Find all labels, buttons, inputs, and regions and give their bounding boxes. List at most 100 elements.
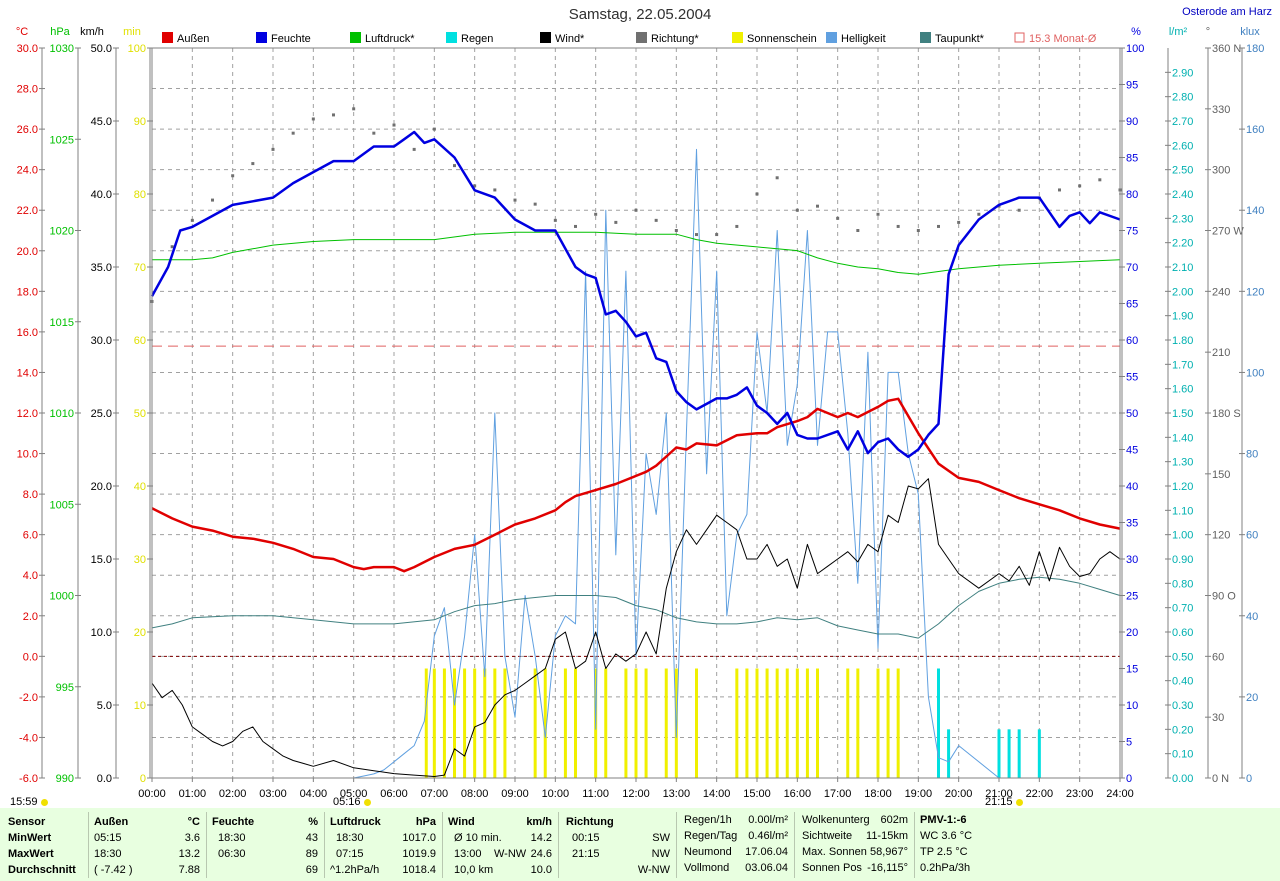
legend-item-15-3-monat-: 15.3 Monat-Ø bbox=[1014, 32, 1097, 45]
legend-label: Regen bbox=[461, 33, 493, 45]
axis-label-rain: 1.70 bbox=[1172, 359, 1193, 371]
legend-item-luftdruck: Luftdruck* bbox=[350, 32, 415, 45]
unit-label-light: klux bbox=[1240, 26, 1260, 38]
axis-label-pressure: 1025 bbox=[50, 134, 74, 146]
legend-item-feuchte: Feuchte bbox=[256, 32, 311, 45]
point-richtung bbox=[473, 184, 477, 188]
axis-label-rain: 0.80 bbox=[1172, 578, 1193, 590]
legend-swatch bbox=[732, 32, 743, 43]
x-tick-label: 15:00 bbox=[743, 788, 771, 800]
point-richtung bbox=[412, 147, 416, 151]
point-richtung bbox=[493, 188, 497, 192]
sichtweite-value: 11-15km bbox=[866, 830, 908, 842]
axis-label-temp: 10.0 bbox=[17, 449, 38, 461]
bar-regen bbox=[1007, 729, 1011, 778]
stats-row-min: MinWert bbox=[8, 832, 52, 844]
axis-label-temp: 28.0 bbox=[17, 84, 38, 96]
point-richtung bbox=[695, 233, 698, 237]
axis-label-wind: 25.0 bbox=[91, 408, 112, 420]
legend-label: 15.3 Monat-Ø bbox=[1029, 33, 1097, 45]
aussen-max-value: 13.2 bbox=[178, 848, 200, 860]
weather-chart: 30.0 28.0 26.0 24.0 22.0 20.0 18.0 16.0 14.0 12.0… bbox=[15, 6, 1272, 800]
axis-label-humidity: 5 bbox=[1126, 737, 1132, 749]
axis-label-humidity: 95 bbox=[1126, 80, 1138, 92]
point-richtung bbox=[291, 131, 295, 135]
wind-max-value: 24.6 bbox=[530, 848, 552, 860]
legend-item-wind: Wind* bbox=[540, 32, 585, 45]
point-richtung bbox=[1058, 188, 1061, 192]
axis-label-temp: 24.0 bbox=[17, 165, 38, 177]
legend-item-sonnenschein: Sonnenschein bbox=[732, 32, 817, 45]
axis-label-humidity: 35 bbox=[1126, 518, 1138, 530]
axis-label-temp: -2.0 bbox=[19, 692, 38, 704]
axis-label-light: 20 bbox=[1246, 692, 1258, 704]
axis-label-humidity: 45 bbox=[1126, 445, 1138, 457]
axis-label-humidity: 85 bbox=[1126, 153, 1138, 165]
legend-swatch bbox=[256, 32, 267, 43]
feuchte-avg-value: 69 bbox=[305, 864, 318, 876]
bar-sonnenschein bbox=[604, 668, 608, 778]
unit-label-rain: l/m² bbox=[1169, 26, 1188, 38]
legend-swatch bbox=[540, 32, 551, 43]
bar-sonnenschein bbox=[846, 668, 850, 778]
axis-label-light: 160 bbox=[1246, 124, 1264, 136]
aussen-min-value: 3.6 bbox=[184, 832, 200, 844]
axis-label-rain: 2.80 bbox=[1172, 92, 1193, 104]
bar-sonnenschein bbox=[424, 668, 428, 778]
legend-label: Feuchte bbox=[271, 33, 311, 45]
legend-swatch bbox=[350, 32, 361, 43]
bar-regen bbox=[947, 729, 951, 778]
axis-label-temp: 16.0 bbox=[17, 327, 38, 339]
axis-label-rain: 1.50 bbox=[1172, 408, 1193, 420]
richtung-min-value: SW bbox=[652, 832, 670, 844]
axis-label-humidity: 50 bbox=[1126, 408, 1138, 420]
x-tick-label: 04:00 bbox=[300, 788, 328, 800]
sunset-icon bbox=[1015, 798, 1023, 806]
axis-label-rain: 0.10 bbox=[1172, 749, 1193, 761]
regen-tag-value: 0.46l/m² bbox=[748, 830, 788, 842]
richtung-avg-value: W-NW bbox=[637, 864, 670, 876]
chart-axes: 30.0 28.0 26.0 24.0 22.0 20.0 18.0 16.0 14.0 12.0… bbox=[17, 43, 1265, 785]
statistics-panel: Sensor MinWert MaxWert Durchschnitt Auße… bbox=[0, 808, 1280, 881]
x-tick-label: 20:00 bbox=[945, 788, 973, 800]
point-richtung bbox=[392, 123, 396, 127]
axis-label-humidity: 15 bbox=[1126, 664, 1138, 676]
axis-label-rain: 1.40 bbox=[1172, 432, 1193, 444]
point-richtung bbox=[735, 224, 739, 228]
point-richtung bbox=[634, 208, 638, 212]
feuchte-header: Feuchte bbox=[212, 816, 255, 828]
unit-label-humidity: % bbox=[1131, 26, 1141, 38]
axis-label-pressure: 990 bbox=[56, 773, 74, 785]
axis-label-humidity: 40 bbox=[1126, 481, 1138, 493]
luftdruck-avg-value: 1018.4 bbox=[402, 864, 436, 876]
point-richtung bbox=[1017, 208, 1021, 212]
axis-label-light: 80 bbox=[1246, 449, 1258, 461]
point-richtung bbox=[533, 202, 537, 206]
axis-label-humidity: 25 bbox=[1126, 591, 1138, 603]
axis-label-sun: 90 bbox=[134, 116, 146, 128]
x-tick-label: 19:00 bbox=[905, 788, 933, 800]
legend-label: Außen bbox=[177, 33, 209, 45]
point-richtung bbox=[352, 107, 356, 111]
bar-sonnenschein bbox=[493, 668, 497, 778]
bar-sonnenschein bbox=[816, 668, 819, 778]
axis-label-rain: 2.90 bbox=[1172, 67, 1193, 79]
axis-label-sun: 50 bbox=[134, 408, 146, 420]
x-tick-label: 03:00 bbox=[259, 788, 287, 800]
axis-label-light: 180 bbox=[1246, 43, 1264, 55]
x-tick-label: 08:00 bbox=[461, 788, 489, 800]
axis-label-rain: 2.40 bbox=[1172, 189, 1193, 201]
axis-label-humidity: 75 bbox=[1126, 226, 1138, 238]
legend-swatch bbox=[162, 32, 173, 43]
axis-label-humidity: 55 bbox=[1126, 372, 1138, 384]
bar-sonnenschein bbox=[463, 668, 467, 778]
axis-label-direction: 0 N bbox=[1212, 773, 1229, 785]
bar-sonnenschein bbox=[735, 668, 739, 778]
bar-sonnenschein bbox=[543, 668, 547, 778]
unit-label-temp: °C bbox=[16, 26, 28, 38]
axis-label-light: 140 bbox=[1246, 205, 1264, 217]
legend-swatch bbox=[446, 32, 457, 43]
axis-label-light: 0 bbox=[1246, 773, 1252, 785]
axis-label-wind: 15.0 bbox=[91, 554, 112, 566]
legend-swatch bbox=[1014, 32, 1025, 43]
